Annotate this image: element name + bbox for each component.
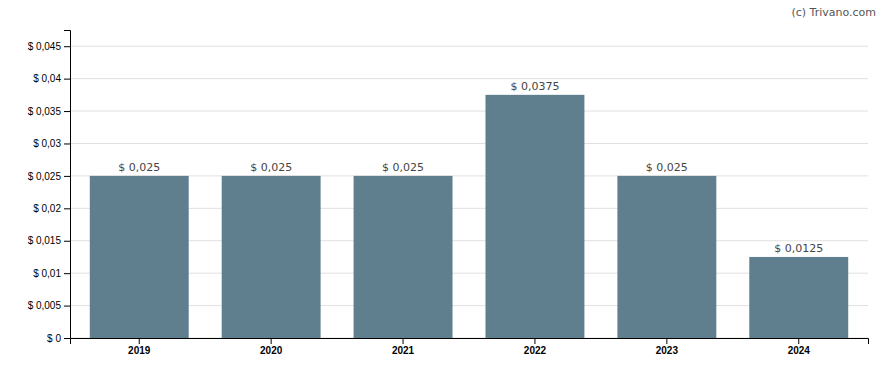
grid-line: [70, 46, 868, 47]
x-axis: 2019 2020 2021 2022 2023 2024: [71, 338, 869, 356]
tick: 2019: [128, 338, 151, 356]
tick: $ 0: [47, 333, 70, 344]
tick-mark: [64, 79, 70, 80]
tick-mark: [403, 338, 404, 344]
tick-mark: [64, 208, 70, 209]
grid-line: [70, 305, 868, 306]
axis-line: [64, 31, 71, 339]
tick-mark: [64, 111, 70, 112]
tick-label: 2023: [656, 345, 679, 356]
plot: $ 0,025 $ 0,025 $ 0,025 $ 0,0375 $ 0,025 $ 0,…: [28, 31, 869, 357]
tick-label: 2022: [524, 345, 547, 356]
bar: [354, 176, 453, 338]
annotations: (c) Trivano.com: [791, 6, 876, 19]
tick-label: $ 0,025: [28, 171, 62, 182]
grid-line: [70, 111, 868, 112]
tick-mark: [666, 338, 667, 344]
axis-line: [71, 339, 869, 345]
bars: [90, 95, 848, 338]
tick: $ 0,01: [33, 268, 70, 279]
tick-mark: [64, 273, 70, 274]
tick-label: $ 0,015: [28, 235, 62, 246]
data-label: $ 0,025: [250, 161, 292, 174]
tick-label: 2024: [788, 345, 811, 356]
tick: 2023: [656, 338, 679, 356]
tick-mark: [534, 338, 535, 344]
tick-label: $ 0,035: [28, 106, 62, 117]
tick: 2020: [260, 338, 283, 356]
bar: [222, 176, 321, 338]
tick: $ 0,02: [33, 203, 70, 214]
data-label: $ 0,025: [118, 161, 160, 174]
tick: $ 0,015: [28, 235, 70, 246]
tick-label: 2021: [392, 345, 415, 356]
tick: 2022: [524, 338, 547, 356]
tick-mark: [64, 46, 70, 47]
tick-mark: [64, 306, 70, 307]
grid-line: [70, 240, 868, 241]
y-axis: $ 0 $ 0,005 $ 0,01 $ 0,015 $ 0,02 $ 0,025 $ 0,…: [28, 31, 71, 344]
data-labels: $ 0,025 $ 0,025 $ 0,025 $ 0,0375 $ 0,025 $ 0,…: [118, 80, 823, 255]
grid-line: [70, 273, 868, 274]
tick: $ 0,03: [33, 138, 70, 149]
bar: [617, 176, 716, 338]
tick-label: $ 0,03: [33, 138, 61, 149]
grid-line: [70, 78, 868, 79]
tick-mark: [64, 338, 70, 339]
tick: $ 0,035: [28, 106, 70, 117]
data-label: $ 0,0375: [510, 80, 559, 93]
tick-label: $ 0,01: [33, 268, 61, 279]
tick-mark: [64, 241, 70, 242]
tick-mark: [64, 143, 70, 144]
tick-label: $ 0: [47, 333, 61, 344]
grid-line: [70, 175, 868, 176]
tick-label: 2019: [128, 345, 151, 356]
bar: [485, 95, 584, 338]
tick-mark: [139, 338, 140, 344]
tick: $ 0,005: [28, 300, 70, 311]
bar: [749, 257, 848, 338]
data-label: $ 0,0125: [774, 242, 823, 255]
tick-label: $ 0,02: [33, 203, 61, 214]
annotation: (c) Trivano.com: [791, 6, 876, 19]
tick-mark: [798, 338, 799, 344]
tick: 2024: [788, 338, 811, 356]
tick-label: $ 0,005: [28, 300, 62, 311]
tick-label: $ 0,045: [28, 41, 62, 52]
tick: $ 0,045: [28, 41, 70, 52]
tick-label: 2020: [260, 345, 283, 356]
grid-line: [70, 143, 868, 144]
tick-mark: [64, 176, 70, 177]
tick-mark: [271, 338, 272, 344]
tick: $ 0,04: [33, 73, 70, 84]
grid-line: [70, 208, 868, 209]
data-label: $ 0,025: [382, 161, 424, 174]
tick-label: $ 0,04: [33, 73, 61, 84]
bar: [90, 176, 189, 338]
tick: 2021: [392, 338, 415, 356]
chart: $ 0,025 $ 0,025 $ 0,025 $ 0,0375 $ 0,025 $ 0,…: [0, 0, 888, 370]
grid: [70, 46, 868, 338]
tick: $ 0,025: [28, 171, 70, 182]
data-label: $ 0,025: [646, 161, 688, 174]
